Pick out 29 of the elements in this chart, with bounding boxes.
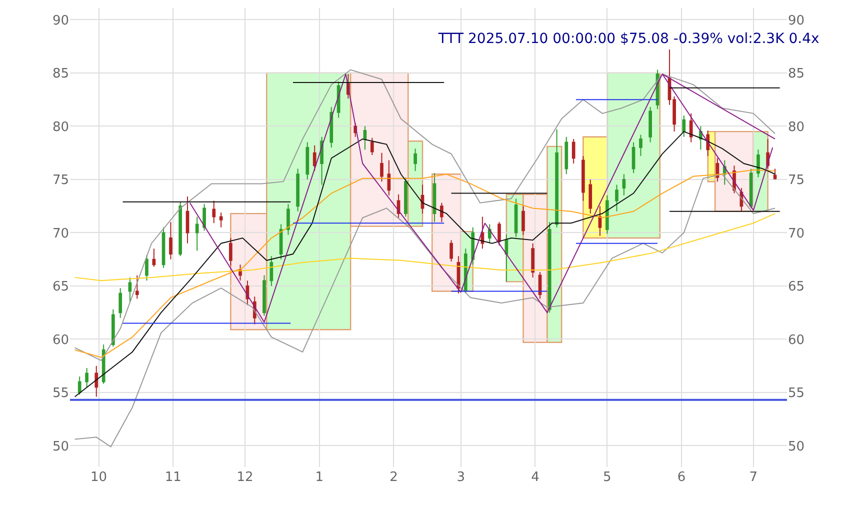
x-tick-label: 11 [164,470,182,485]
y-tick-label: 50 [52,439,69,454]
y2-tick-label: 75 [788,173,805,188]
x-tick-label: 4 [531,470,540,485]
x-tick-label: 10 [90,470,108,485]
y2-tick-label: 70 [788,226,805,242]
y-tick-label: 60 [52,332,69,348]
x-tick-label: 3 [456,470,466,485]
y-tick-label: 85 [52,66,69,82]
y-tick-label: 80 [52,120,69,135]
y-tick-label: 55 [52,386,69,401]
x-tick-label: 7 [749,470,758,485]
y2-tick-label: 80 [788,120,805,135]
x-tick-label: 5 [603,470,612,485]
text: TTT 2025.07.10 00:00:00 $75.08 -0.39% vol:2.3K 0.4x [437,30,820,47]
y2-tick-label: 50 [788,439,805,454]
y2-tick-label: 65 [788,280,805,295]
y2-tick-label: 90 [788,13,805,28]
y-tick-label: 75 [52,173,69,188]
x-tick-label: 6 [677,470,686,485]
y-tick-label: 90 [52,13,69,28]
y2-tick-label: 85 [788,66,805,82]
y2-tick-label: 60 [788,332,805,348]
y-tick-label: 70 [52,226,69,242]
x-tick-label: 12 [236,470,254,485]
y-tick-label: 65 [52,280,69,295]
x-tick-label: 2 [390,470,398,485]
x-tick-label: 1 [315,470,324,485]
y2-tick-label: 55 [788,386,805,401]
